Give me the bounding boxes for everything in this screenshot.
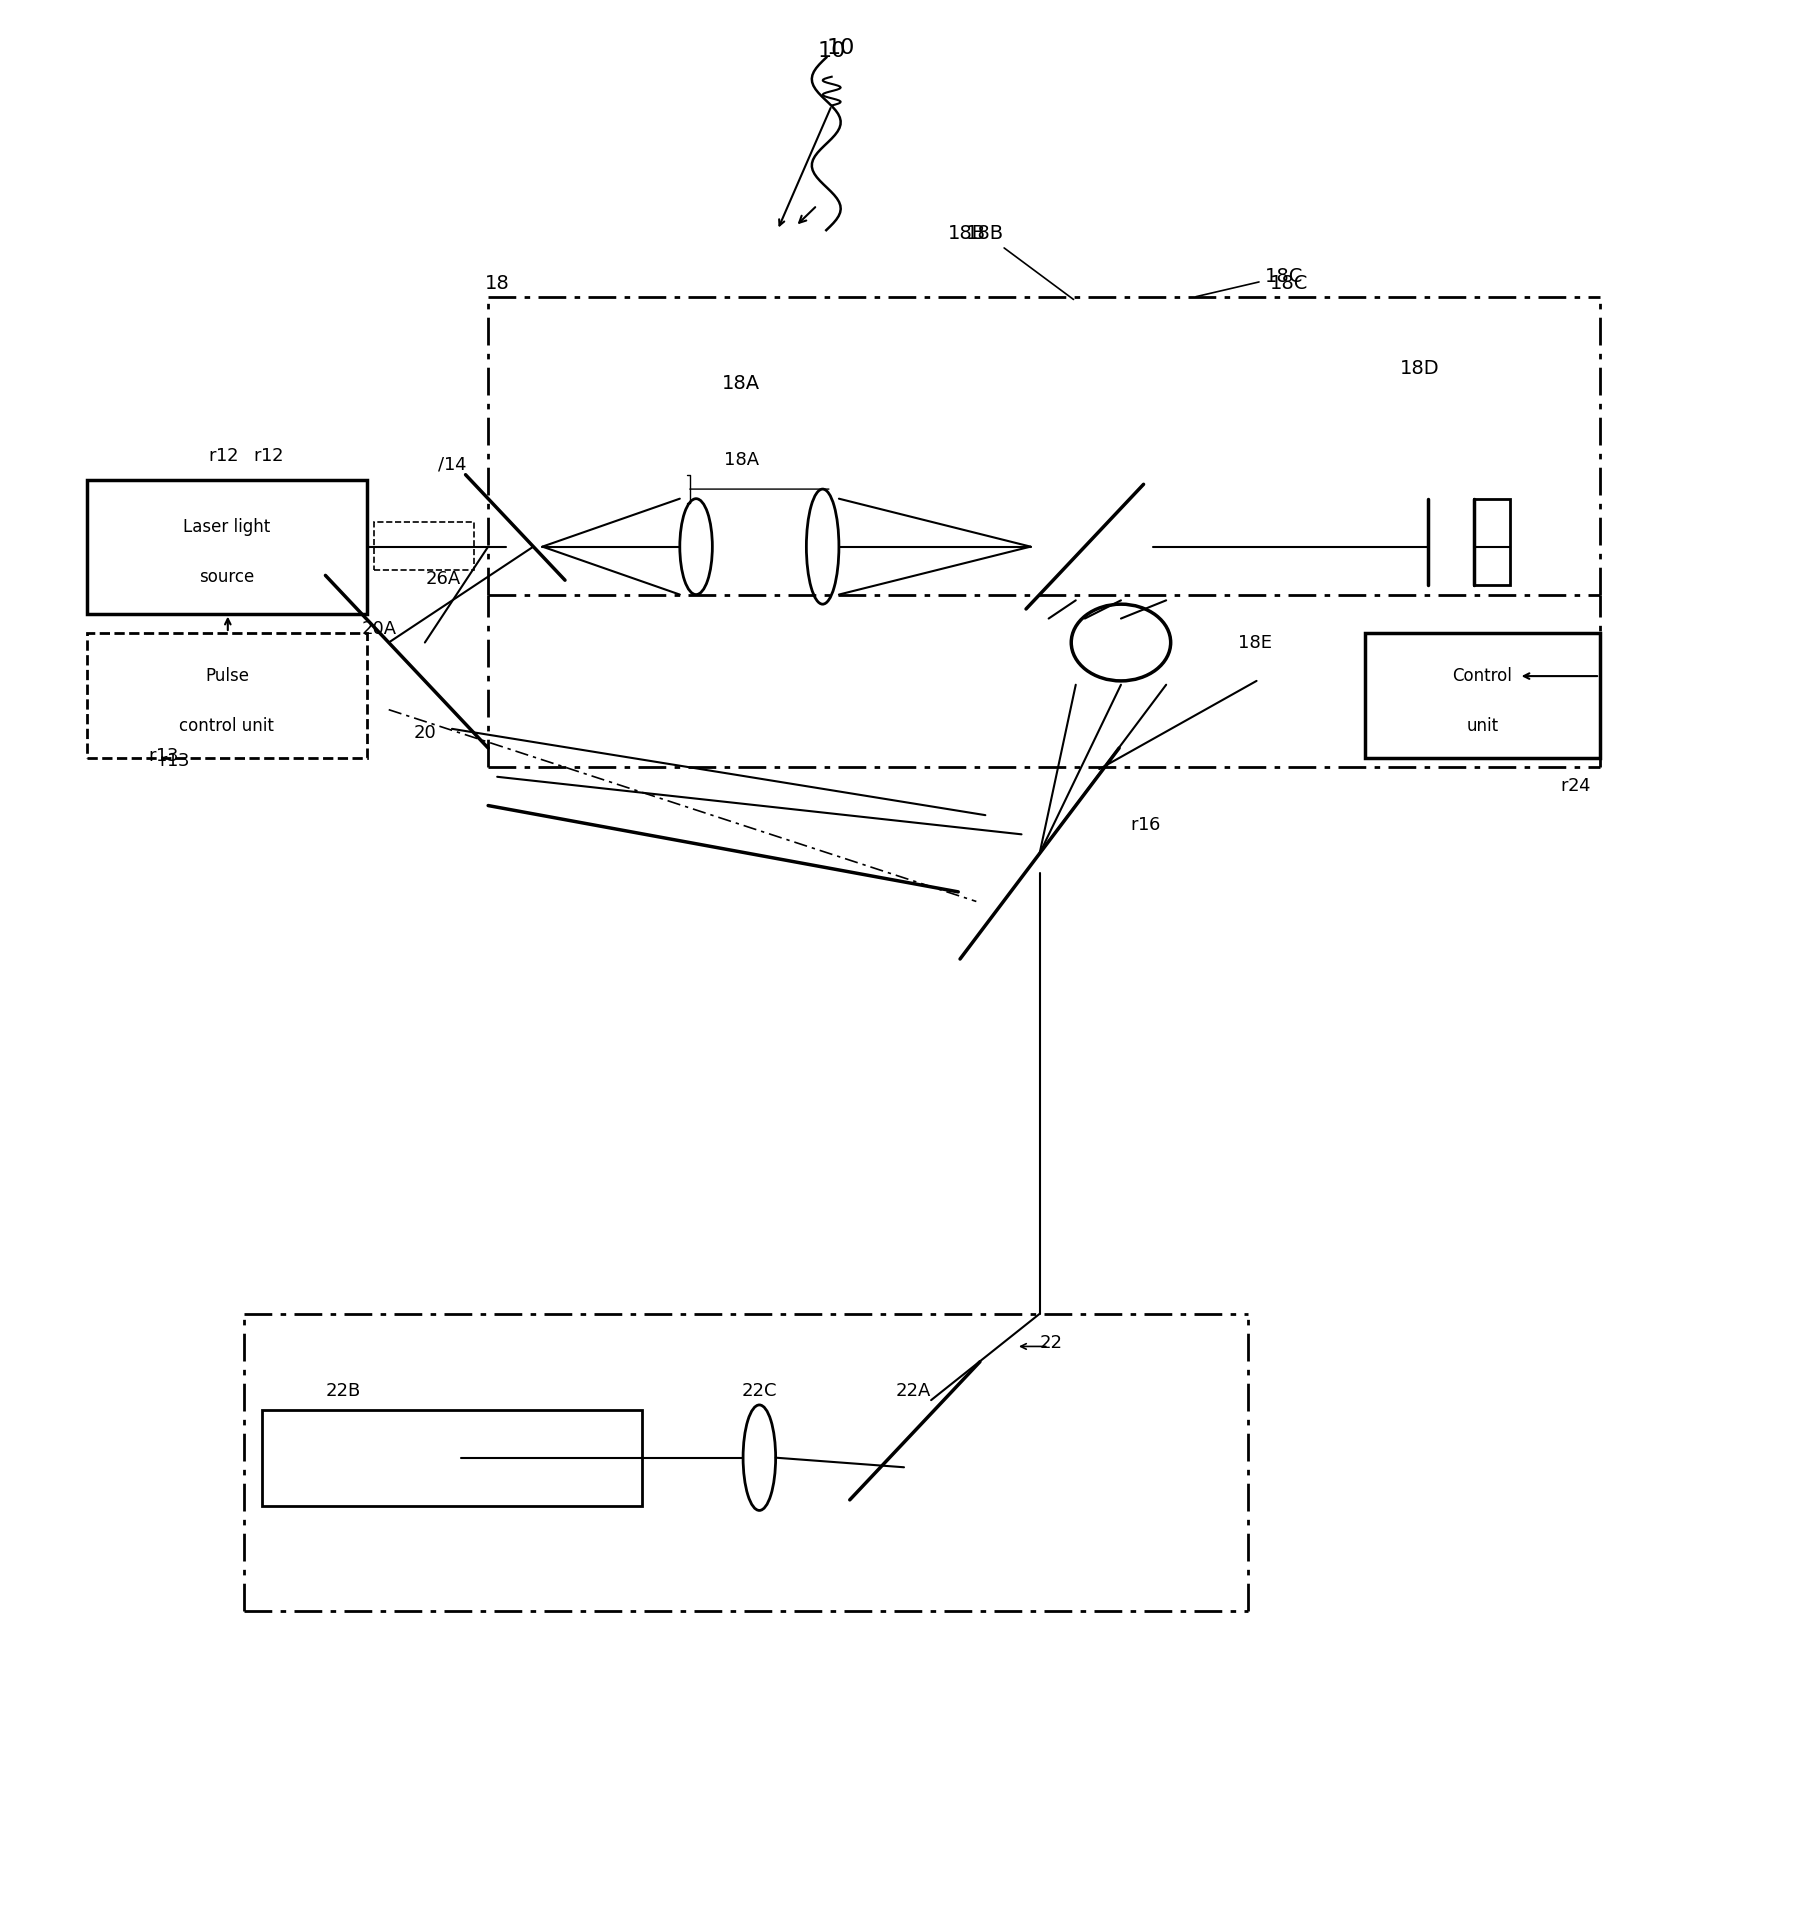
Text: Control: Control [1451,667,1512,685]
Ellipse shape [1070,604,1171,681]
FancyBboxPatch shape [374,522,473,570]
Text: $\mathsf{r}$13: $\mathsf{r}$13 [159,752,190,771]
Text: 18A: 18A [723,451,759,470]
Text: Pulse: Pulse [204,667,249,685]
Text: 18C: 18C [1194,267,1303,297]
Text: source: source [199,568,255,587]
Text: $\mathsf{r}$24: $\mathsf{r}$24 [1559,777,1590,796]
Text: 18B: 18B [947,224,987,244]
Text: 26A: 26A [425,570,461,589]
Text: 22: 22 [1039,1333,1063,1352]
Text: 10: 10 [826,38,855,58]
Text: 22B: 22B [325,1381,361,1400]
Text: 18C: 18C [1269,274,1308,293]
Text: $\mathsf{r}$12: $\mathsf{r}$12 [208,447,239,466]
Text: 22A: 22A [894,1381,931,1400]
Text: $\mathsf{/}$14: $\mathsf{/}$14 [437,455,466,474]
FancyBboxPatch shape [1473,499,1509,585]
FancyBboxPatch shape [87,480,367,614]
Ellipse shape [806,489,838,604]
Text: unit: unit [1465,717,1498,735]
Ellipse shape [679,499,712,595]
Text: $\mathsf{r}$12: $\mathsf{r}$12 [253,447,284,466]
Text: 18E: 18E [1238,633,1272,652]
Text: 18B: 18B [965,224,1073,299]
Text: 18D: 18D [1399,359,1438,378]
Text: 10: 10 [817,42,846,61]
FancyBboxPatch shape [262,1410,641,1506]
Text: 20A: 20A [361,620,398,639]
FancyBboxPatch shape [87,633,367,758]
FancyBboxPatch shape [1364,633,1599,758]
Text: Laser light: Laser light [183,518,271,537]
Text: $\mathsf{r}$13: $\mathsf{r}$13 [148,746,179,765]
Text: $\mathsf{r}$16: $\mathsf{r}$16 [1129,815,1160,834]
Text: 22C: 22C [741,1381,777,1400]
Text: 18: 18 [484,274,510,293]
Text: 18A: 18A [721,374,761,393]
Text: 20: 20 [414,723,435,742]
Text: control unit: control unit [179,717,275,735]
Ellipse shape [743,1404,775,1511]
